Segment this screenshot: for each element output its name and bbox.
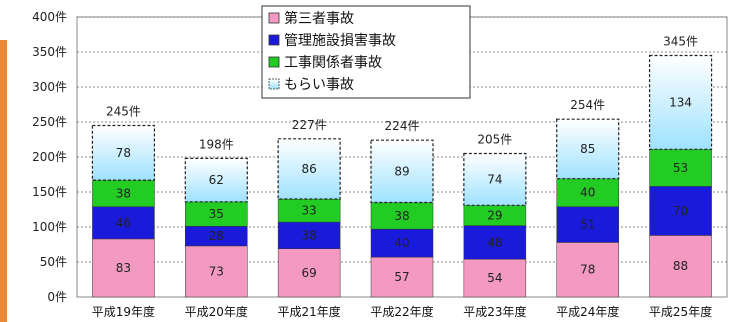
data-label: 46 xyxy=(116,216,131,230)
data-label: 69 xyxy=(302,266,317,280)
bar-segment-4 xyxy=(91,124,156,181)
data-label: 85 xyxy=(580,142,595,156)
bar-segment-1 xyxy=(92,238,155,298)
legend-entry: 工事関係者事故 xyxy=(284,55,382,71)
y-tick-label: 300件 xyxy=(32,80,67,94)
data-label: 57 xyxy=(394,270,409,284)
data-label: 70 xyxy=(673,204,688,218)
bar-segment-4 xyxy=(184,157,248,203)
data-label: 29 xyxy=(487,208,502,222)
bar-segment-2 xyxy=(556,206,619,243)
y-tick-label: 200件 xyxy=(32,150,67,164)
data-label: 88 xyxy=(673,259,688,273)
bar-segment-3 xyxy=(92,179,155,207)
data-label: 83 xyxy=(116,261,131,275)
bar-segment-1 xyxy=(370,256,434,298)
total-label: 227件 xyxy=(292,118,327,132)
x-tick-label: 平成19年度 xyxy=(92,304,155,319)
y-tick-label: 250件 xyxy=(32,115,67,129)
bar-segment-3 xyxy=(185,201,248,227)
bar-segment-3 xyxy=(649,149,712,187)
data-label: 86 xyxy=(302,162,317,176)
legend-entry: もらい事故 xyxy=(284,77,354,93)
bar-segment-4 xyxy=(370,139,434,204)
data-label: 33 xyxy=(302,204,317,218)
total-label: 224件 xyxy=(385,119,420,133)
stacked-bar-chart: 0件 50件 100件 150件 200件 250件 300件 350件 400件 83 46 38 7… xyxy=(7,0,738,322)
bar-segment-1 xyxy=(556,242,619,298)
legend-swatch-4 xyxy=(268,78,280,90)
bar-segment-1 xyxy=(463,258,527,298)
data-label: 40 xyxy=(394,236,409,250)
total-label: 245件 xyxy=(106,105,141,119)
legend-swatch-3 xyxy=(268,56,280,68)
data-label: 48 xyxy=(487,235,502,249)
data-label: 54 xyxy=(487,271,502,285)
y-tick-label: 100件 xyxy=(32,220,67,234)
bars-group xyxy=(91,54,713,298)
data-label: 73 xyxy=(209,264,224,278)
legend-swatch-1 xyxy=(268,12,280,24)
orange-edge-strip xyxy=(0,40,7,322)
data-label: 74 xyxy=(487,172,502,186)
bar-segment-4 xyxy=(556,118,620,180)
total-label: 345件 xyxy=(663,35,698,49)
data-label: 38 xyxy=(116,186,131,200)
legend-box xyxy=(261,5,471,99)
bar-segment-4 xyxy=(648,54,713,150)
data-label: 53 xyxy=(673,161,688,175)
x-tick-label: 平成23年度 xyxy=(463,304,526,319)
data-label: 51 xyxy=(580,218,595,232)
bar-segment-1 xyxy=(277,248,341,298)
bar-segment-3 xyxy=(556,178,619,207)
legend-entry: 第三者事故 xyxy=(284,10,354,27)
bar-segment-2 xyxy=(649,186,712,236)
data-label: 38 xyxy=(394,209,409,223)
data-label: 78 xyxy=(580,263,595,277)
total-label: 254件 xyxy=(570,98,605,112)
labels-group: 0件 50件 100件 150件 200件 250件 300件 350件 400件 83 46 38 7… xyxy=(32,10,712,319)
bar-segment-2 xyxy=(92,206,155,240)
bar-segment-1 xyxy=(649,235,712,298)
data-label: 78 xyxy=(116,146,131,160)
x-tick-label: 平成25年度 xyxy=(649,304,712,319)
bar-segment-4 xyxy=(277,138,341,200)
y-tick-label: 50件 xyxy=(40,255,67,269)
bar-segment-4 xyxy=(463,152,527,206)
data-label: 40 xyxy=(580,186,595,200)
legend-swatch-2 xyxy=(268,34,280,46)
data-label: 28 xyxy=(209,229,224,243)
y-tick-label: 0件 xyxy=(47,290,67,304)
x-tick-label: 平成22年度 xyxy=(370,304,433,319)
bar-segment-2 xyxy=(463,225,527,260)
bar-segment-2 xyxy=(277,221,341,249)
bar-segment-1 xyxy=(185,245,248,298)
y-tick-label: 400件 xyxy=(32,10,67,24)
x-tick-label: 平成24年度 xyxy=(556,304,619,319)
data-label: 38 xyxy=(302,228,317,242)
data-label: 89 xyxy=(394,164,409,178)
y-tick-label: 350件 xyxy=(32,45,67,59)
x-tick-label: 平成21年度 xyxy=(278,304,341,319)
legend-entry: 管理施設損害事故 xyxy=(284,33,396,49)
data-label: 134 xyxy=(669,95,692,109)
data-label: 62 xyxy=(209,173,224,187)
y-tick-label: 150件 xyxy=(32,185,67,199)
total-label: 205件 xyxy=(477,133,512,147)
data-label: 35 xyxy=(209,207,224,221)
total-label: 198件 xyxy=(199,137,234,151)
x-tick-label: 平成20年度 xyxy=(185,304,248,319)
